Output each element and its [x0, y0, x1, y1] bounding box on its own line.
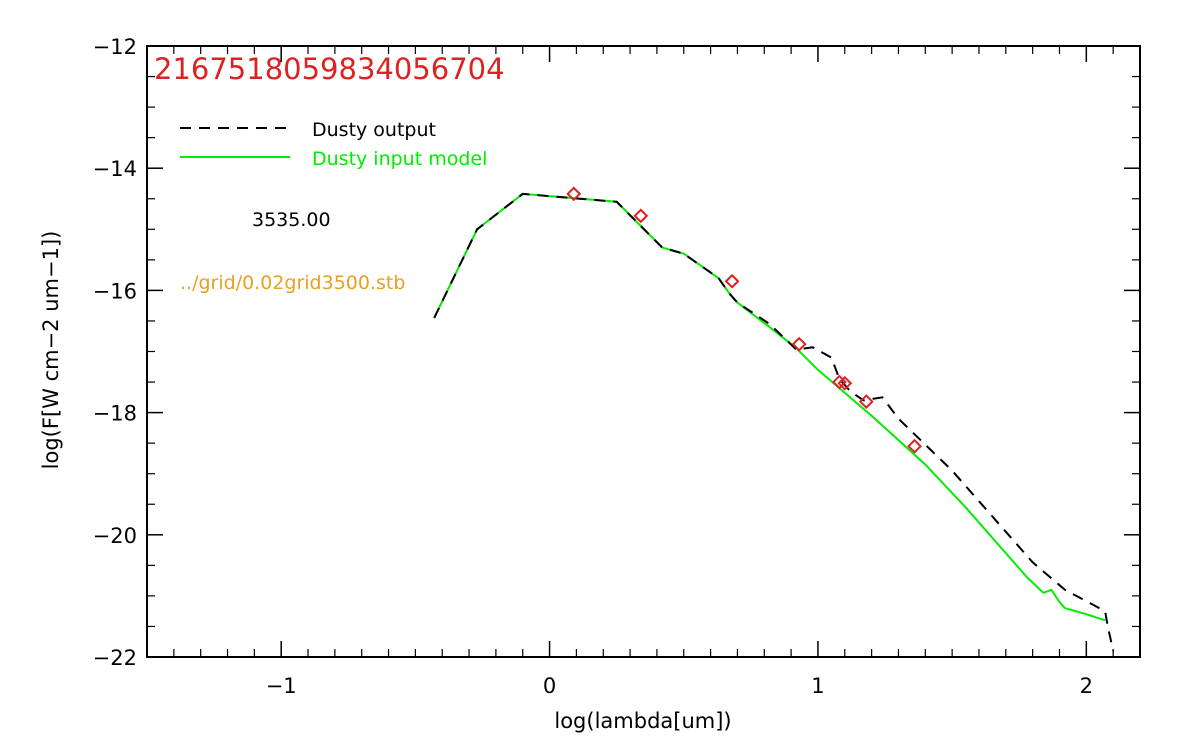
data-point-diamond [724, 273, 740, 289]
data-point-diamond [633, 208, 649, 224]
chart-title: 2167518059834056704 [154, 52, 505, 86]
data-point-diamond [791, 336, 807, 352]
y-tick-label: −18 [93, 402, 137, 426]
axis-ticks: −1 0 1 2 −22 −20 −18 −16 −14 −12 [93, 35, 1141, 698]
y-tick-label: −16 [93, 279, 137, 303]
temperature-annotation: 3535.00 [252, 209, 331, 231]
y-axis-label: log(F[W cm−2 um−1]) [39, 231, 63, 470]
y-tick-label: −20 [93, 524, 137, 548]
series-group [433, 192, 1115, 652]
data-point-diamond [566, 186, 582, 202]
x-axis-label: log(lambda[um]) [554, 709, 731, 733]
x-tick-label: 1 [811, 674, 824, 698]
y-tick-label: −22 [93, 646, 137, 670]
x-tick-label: 0 [543, 674, 556, 698]
grid-file-annotation: ../grid/0.02grid3500.stb [180, 272, 405, 294]
x-tick-label: −1 [266, 674, 297, 698]
series-dusty-input-line [433, 192, 1106, 622]
data-point-diamond [907, 438, 922, 454]
plot-frame [146, 45, 1141, 658]
x-tick-label: 2 [1080, 674, 1093, 698]
y-tick-label: −14 [93, 157, 137, 181]
legend-dusty-input-label: Dusty input model [312, 148, 487, 170]
legend-dusty-output-label: Dusty output [312, 119, 436, 141]
y-tick-label: −12 [93, 35, 137, 59]
data-point-diamond [837, 375, 853, 391]
series-dusty-output-line [433, 192, 1115, 652]
scatter-markers [566, 186, 922, 454]
data-point-diamond [858, 394, 874, 410]
